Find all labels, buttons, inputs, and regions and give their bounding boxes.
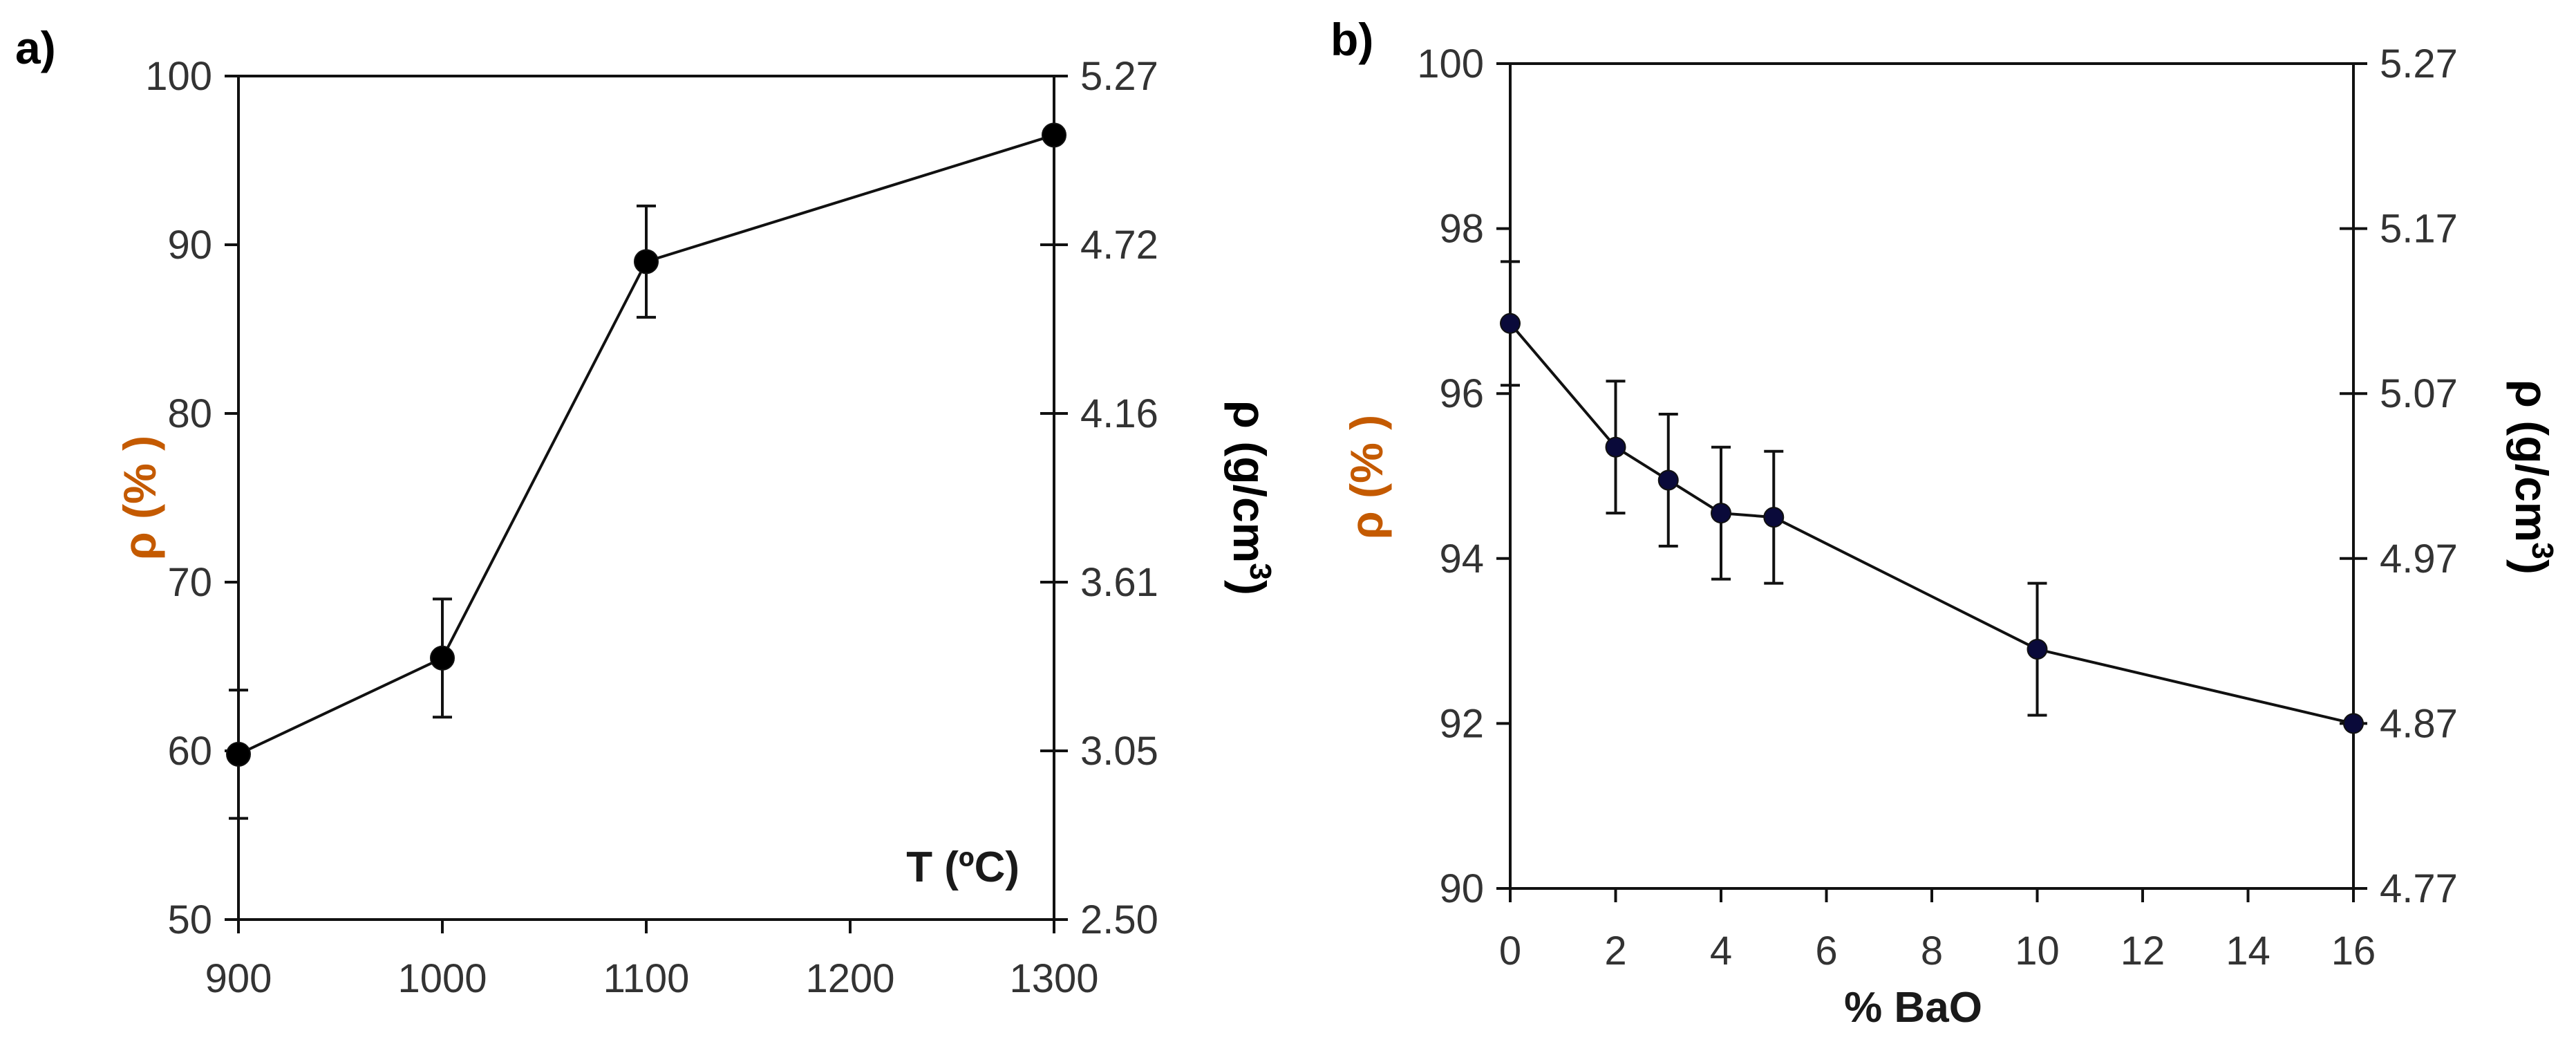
panel-b-chart: b) 90929496981004.774.874.975.075.175.27… [1331, 14, 2559, 1032]
panel-b-xtick-label: 2 [1604, 929, 1626, 973]
panel-a-ytick-label: 100 [145, 54, 212, 99]
panel-b-xtick-label: 12 [2121, 929, 2165, 973]
panel-b-xtick-label: 4 [1710, 929, 1732, 973]
panel-b-series-line [1509, 322, 2354, 725]
panel-a-y2tick-label: 3.05 [1080, 729, 1158, 774]
panel-a-series-line [238, 133, 1055, 756]
panel-a-ytick-label: 80 [167, 391, 212, 436]
panel-b-y2tick-label: 4.77 [2380, 866, 2458, 911]
panel-a-data-point [430, 645, 455, 671]
panel-b-series [1500, 260, 2364, 734]
panel-b-ticks: 90 92 94 96 98 100 4.77 4.87 4.97 5.07 5.17 5.27 0 2 4… [1417, 41, 2458, 973]
panel-a-xlabel: T (ºC) [906, 843, 1019, 891]
panel-a-xtick-label: 900 [205, 956, 272, 1001]
panel-a-y2tick-label: 2.50 [1080, 897, 1158, 942]
panel-a-series [226, 122, 1066, 820]
panel-b-y2tick-label: 4.87 [2380, 701, 2458, 746]
panel-a-data-point [1042, 122, 1066, 148]
panel-a-data-point [634, 249, 659, 274]
panel-b-ytick-label: 98 [1439, 207, 1484, 252]
panel-b-data-point [1711, 503, 1731, 524]
panel-a-right-ylabel: ρ (g/cm3) [1224, 400, 1277, 595]
panel-b-left-ylabel: ρ (% ) [1341, 415, 1392, 539]
panel-b-right-ylabel-sup: 3 [2526, 542, 2559, 559]
panel-a-y2tick-label: 4.72 [1080, 223, 1158, 268]
panel-a-y2tick-label: 4.16 [1080, 391, 1158, 436]
panel-b-ytick-label: 92 [1439, 701, 1484, 746]
panel-a-ytick-label: 60 [167, 729, 212, 774]
panel-a-data-point [226, 741, 251, 767]
panel-a-y2tick-label: 5.27 [1080, 54, 1158, 99]
panel-b-y2tick-label: 5.27 [2380, 41, 2458, 86]
panel-b-ytick-label: 90 [1439, 866, 1484, 911]
panel-b-data-point [1763, 507, 1785, 528]
panel-a-y2tick-label: 3.61 [1080, 560, 1158, 605]
panel-a-axes [237, 75, 1055, 921]
panel-b-xtick-label: 10 [2015, 929, 2060, 973]
panel-b-ytick-label: 100 [1417, 41, 1484, 86]
panel-b-ytick-label: 94 [1439, 537, 1484, 581]
panel-b-xtick-label: 14 [2226, 929, 2271, 973]
panel-b-data-point [1500, 313, 1521, 334]
panel-b-right-ylabel: ρ (g/cm3) [2506, 380, 2559, 575]
panel-b-xtick-label: 16 [2331, 929, 2376, 973]
panel-b-xlabel: % BaO [1844, 984, 1982, 1032]
panel-a-ytick-label: 90 [167, 223, 212, 268]
panel-a-right-ylabel-close: ) [1224, 580, 1275, 595]
panel-b-data-point [2027, 639, 2048, 660]
panel-b-y2tick-label: 5.07 [2380, 371, 2458, 416]
panel-a-right-ylabel-main: ρ (g/cm [1224, 400, 1275, 563]
panel-a-xtick-label: 1200 [805, 956, 894, 1001]
panel-a-ticks: 50 60 70 80 90 100 2.50 3.05 3.61 4.16 4.72 5.27 900… [145, 54, 1158, 1001]
panel-a-right-ylabel-sup: 3 [1243, 563, 1277, 579]
panel-b-y2tick-label: 4.97 [2380, 537, 2458, 581]
panel-b-right-ylabel-close: ) [2506, 559, 2557, 575]
panel-b-xtick-label: 8 [1921, 929, 1943, 973]
panel-a-xtick-label: 1100 [603, 956, 690, 1001]
panel-a-xtick-label: 1000 [397, 956, 487, 1001]
panel-b-data-point [2343, 713, 2364, 734]
panel-b-label: b) [1331, 14, 1373, 65]
panel-b-xtick-label: 6 [1815, 929, 1837, 973]
panel-b-axes [1509, 62, 2355, 890]
panel-a-xtick-label: 1300 [1009, 956, 1098, 1001]
panel-b-ytick-label: 96 [1439, 371, 1484, 416]
panel-a-label: a) [15, 22, 56, 73]
panel-a-chart: a) 50 60 70 80 90 100 2.50 3.05 3.61 4.16 4.72 5.27… [15, 22, 1277, 1001]
panel-b-xtick-label: 0 [1499, 929, 1521, 973]
panel-b-y2tick-label: 5.17 [2380, 207, 2458, 252]
panel-a-left-ylabel: ρ (% ) [114, 436, 165, 560]
panel-a-ytick-label: 70 [167, 560, 212, 605]
panel-b-data-point [1657, 469, 1679, 491]
panel-a-ytick-label: 50 [167, 897, 212, 942]
panel-b-right-ylabel-main: ρ (g/cm [2506, 380, 2557, 542]
panel-b-data-point [1605, 436, 1626, 458]
